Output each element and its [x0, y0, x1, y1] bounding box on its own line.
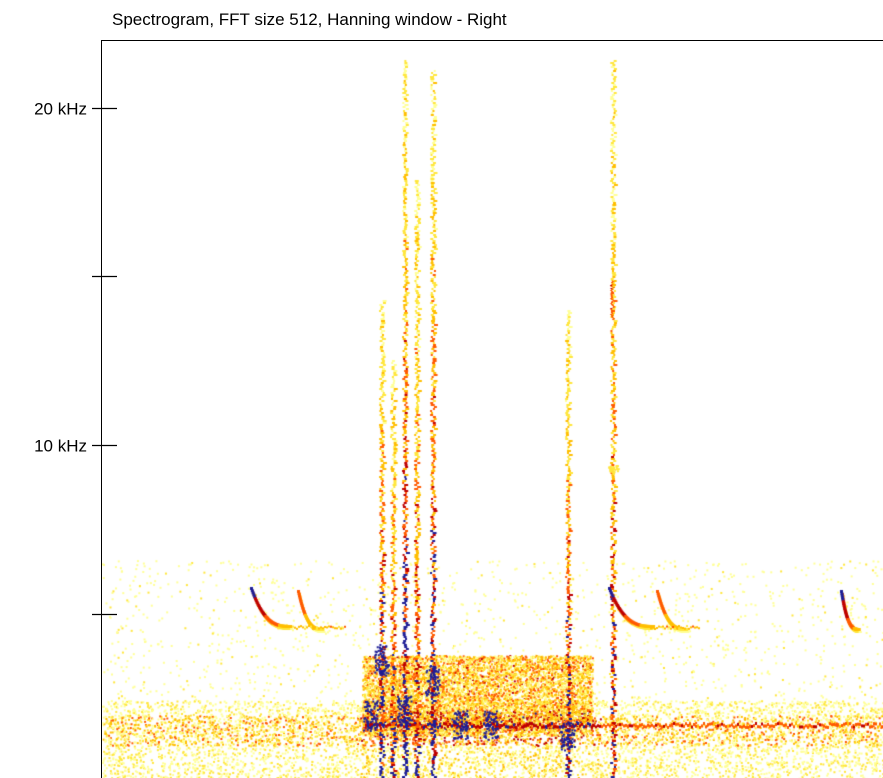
chart-title: Spectrogram, FFT size 512, Hanning windo… — [112, 10, 507, 29]
spectrogram-heatmap-cells — [102, 41, 883, 778]
y-axis-ticks: 20 kHz 10 kHz — [34, 100, 117, 616]
y-tick-label: 20 kHz — [34, 100, 87, 119]
spectrogram-plot-area — [102, 41, 883, 778]
y-tick-label: 10 kHz — [34, 437, 87, 456]
